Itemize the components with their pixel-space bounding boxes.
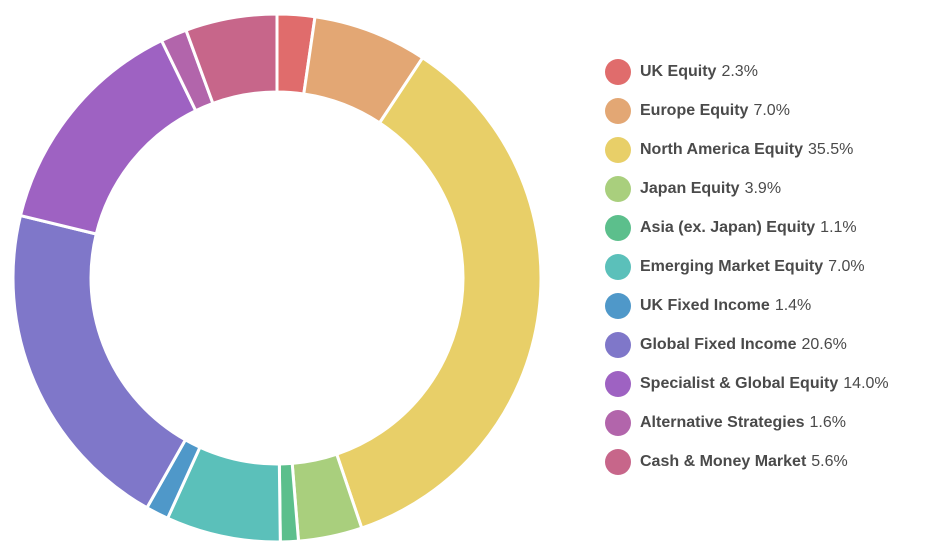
legend-swatch [605, 136, 631, 163]
legend-label: Specialist & Global Equity [640, 374, 839, 392]
legend-item[interactable]: Emerging Market Equity 7.0% [605, 247, 889, 286]
legend-value: 7.0% [753, 101, 790, 119]
legend-swatch [605, 448, 631, 475]
legend-swatch [605, 292, 631, 319]
legend-swatch [605, 214, 631, 241]
legend-item[interactable]: Global Fixed Income 20.6% [605, 325, 889, 364]
legend-item[interactable]: Japan Equity 3.9% [605, 169, 889, 208]
legend-item[interactable]: UK Equity 2.3% [605, 52, 889, 91]
legend-value: 3.9% [744, 179, 782, 197]
legend-value: 7.0% [828, 257, 865, 275]
legend-item[interactable]: Europe Equity 7.0% [605, 91, 889, 130]
legend: UK Equity 2.3% Europe Equity 7.0% North Amer… [605, 52, 889, 481]
legend-label: North America Equity [640, 140, 803, 158]
legend-value: 1.4% [774, 296, 812, 314]
legend-item[interactable]: Specialist & Global Equity 14.0% [605, 364, 889, 403]
legend-value: 1.1% [820, 218, 857, 236]
legend-label: Europe Equity [640, 101, 749, 119]
legend-item[interactable]: Cash & Money Market 5.6% [605, 442, 889, 481]
legend-swatch [605, 253, 631, 280]
donut-slice[interactable] [11, 213, 188, 510]
legend-value: 2.3% [721, 62, 758, 80]
donut-slice[interactable] [18, 38, 198, 236]
legend-item[interactable]: North America Equity 35.5% [605, 130, 889, 169]
donut-slice[interactable] [184, 12, 279, 106]
legend-label: UK Equity [640, 62, 717, 80]
legend-swatch [605, 409, 631, 436]
legend-label: Asia (ex. Japan) Equity [640, 218, 816, 236]
legend-label: Alternative Strategies [640, 413, 805, 431]
legend-swatch [605, 175, 631, 202]
legend-label: Emerging Market Equity [640, 257, 824, 275]
legend-label: UK Fixed Income [640, 296, 770, 314]
legend-swatch [605, 331, 631, 358]
legend-value: 5.6% [811, 452, 848, 470]
legend-item[interactable]: UK Fixed Income 1.4% [605, 286, 889, 325]
legend-label: Cash & Money Market [640, 452, 807, 470]
legend-item[interactable]: Alternative Strategies 1.6% [605, 403, 889, 442]
legend-item[interactable]: Asia (ex. Japan) Equity 1.1% [605, 208, 889, 247]
legend-label: Japan Equity [640, 179, 740, 197]
legend-value: 1.6% [809, 413, 846, 431]
legend-label: Global Fixed Income [640, 335, 797, 353]
donut-slice[interactable] [334, 55, 543, 530]
legend-value: 20.6% [801, 335, 847, 353]
legend-swatch [605, 58, 631, 85]
legend-swatch [605, 97, 631, 124]
donut-chart [11, 12, 543, 544]
legend-swatch [605, 370, 631, 397]
legend-value: 35.5% [808, 140, 854, 158]
legend-value: 14.0% [843, 374, 889, 392]
